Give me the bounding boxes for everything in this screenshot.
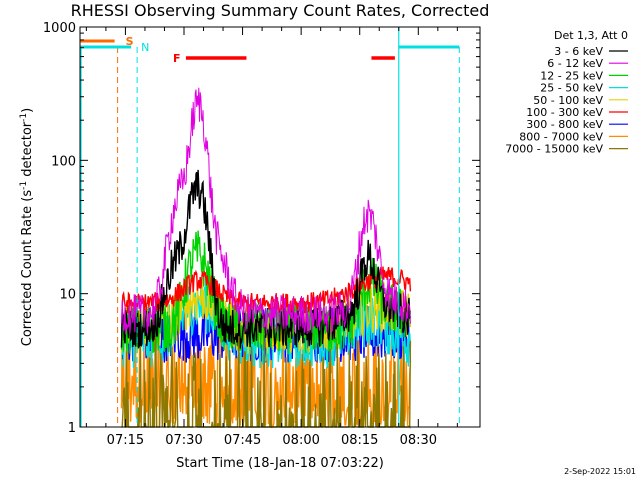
legend-item-label: 3 - 6 keV [554, 45, 603, 58]
y-tick-label: 1000 [43, 21, 76, 36]
y-tick-label: 1 [68, 421, 76, 436]
plot-frame [79, 26, 481, 428]
x-tick-label: 07:30 [165, 433, 202, 448]
series-line-1 [121, 87, 411, 335]
y-tick-label: 100 [51, 154, 76, 169]
legend-item-label: 800 - 7000 keV [519, 130, 603, 143]
series-line-0 [120, 169, 412, 349]
footer-date: 2-Sep-2022 15:01 [564, 467, 636, 476]
y-axis: 1 10 100 1000 [43, 21, 480, 436]
x-tick-label: 08:15 [341, 433, 378, 448]
legend-item-label: 300 - 800 keV [526, 118, 603, 131]
x-tick-label: 08:00 [282, 433, 319, 448]
x-tick-label: 08:30 [400, 433, 437, 448]
y-axis-label: Corrected Count Rate (s-1 detector-1) [19, 108, 35, 346]
y-tick-label: 10 [59, 288, 76, 303]
legend-item-label: 100 - 300 keV [526, 106, 603, 119]
legend-item-label: 7000 - 15000 keV [505, 143, 603, 156]
chart-title: RHESSI Observing Summary Count Rates, Co… [71, 1, 490, 20]
plot-layer: S N F [80, 27, 460, 430]
x-tick-label: 07:45 [224, 433, 261, 448]
saa-flag-label: S [126, 35, 134, 48]
x-axis: 07:15 07:30 07:45 08:00 08:15 08:30 [85, 27, 458, 448]
legend-item-label: 50 - 100 keV [533, 94, 603, 107]
legend-item-label: 6 - 12 keV [547, 57, 603, 70]
legend-header: Det 1,3, Att 0 [554, 29, 628, 42]
night-flag-label: N [141, 41, 149, 54]
legend-item-label: 25 - 50 keV [540, 82, 603, 95]
legend-item-label: 12 - 25 keV [540, 69, 603, 82]
x-axis-label: Start Time (18-Jan-18 07:03:22) [176, 456, 384, 471]
flare-flag-label: F [173, 52, 181, 65]
x-tick-label: 07:15 [107, 433, 144, 448]
